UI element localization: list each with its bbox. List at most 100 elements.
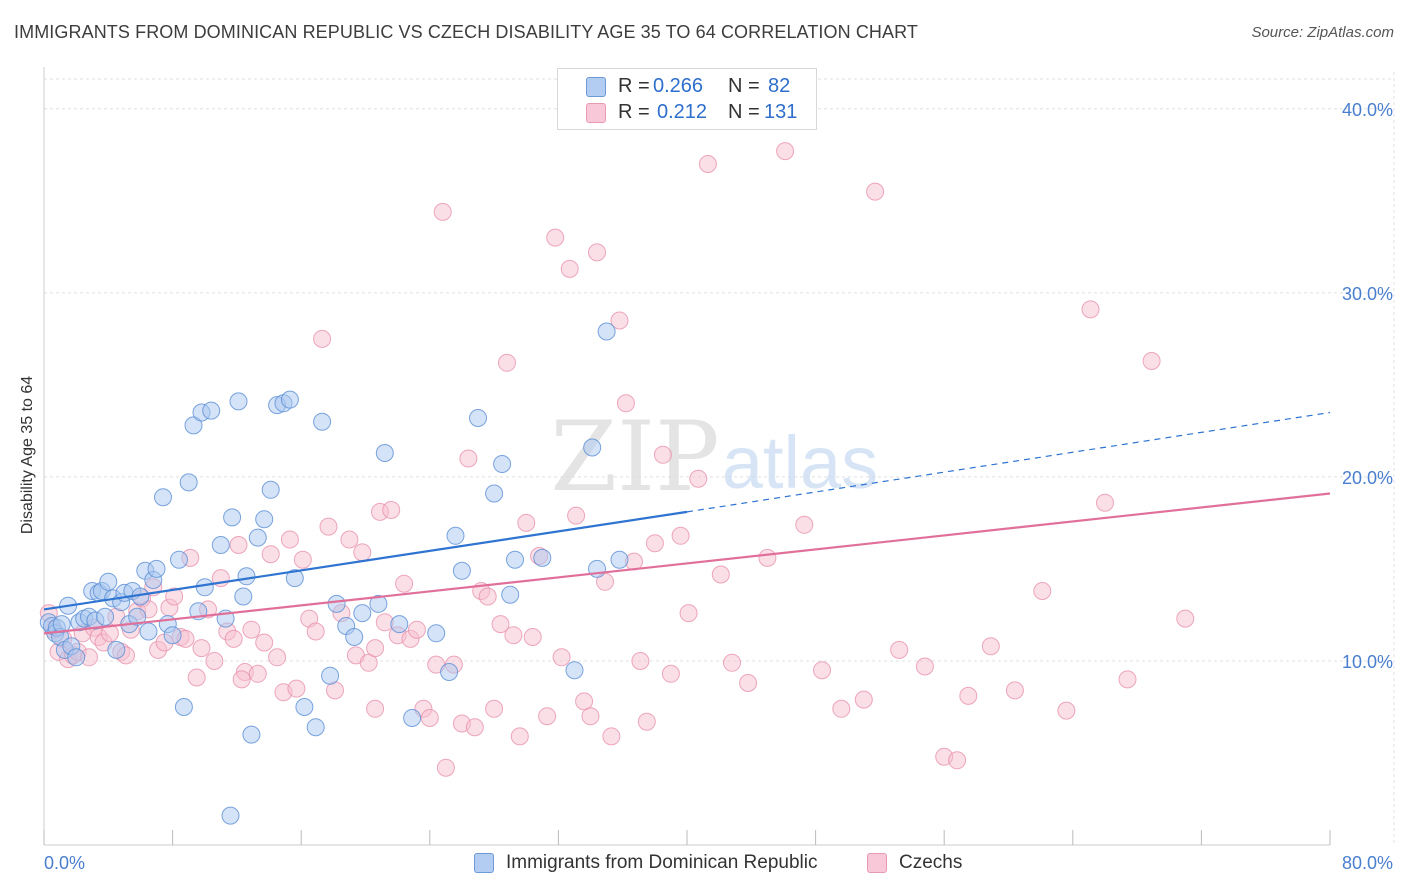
point-dominican bbox=[390, 615, 409, 634]
watermark: ZIP atlas bbox=[550, 401, 878, 513]
point-dominican bbox=[280, 390, 299, 409]
point-dominican bbox=[306, 718, 325, 737]
point-czech bbox=[661, 664, 680, 683]
stats-legend-row-blue: R = 0.266 N = 82 bbox=[558, 74, 816, 100]
series-legend: Immigrants from Dominican Republic Czech… bbox=[0, 852, 1406, 878]
point-czech bbox=[631, 652, 650, 670]
point-dominican bbox=[375, 444, 394, 462]
point-czech bbox=[546, 228, 565, 247]
point-dominican bbox=[452, 561, 471, 580]
point-dominican bbox=[313, 412, 332, 431]
point-czech bbox=[1005, 681, 1024, 700]
point-czech bbox=[280, 530, 299, 549]
point-dominican bbox=[184, 416, 203, 435]
point-dominican bbox=[242, 725, 261, 744]
point-dominican bbox=[403, 709, 422, 727]
point-czech bbox=[981, 637, 1000, 656]
point-dominican bbox=[96, 607, 115, 626]
point-dominican bbox=[446, 526, 465, 545]
point-czech bbox=[255, 633, 274, 652]
point-czech bbox=[465, 718, 484, 737]
point-czech bbox=[248, 664, 267, 683]
r-label: R = bbox=[618, 75, 650, 97]
point-czech bbox=[653, 445, 672, 464]
point-dominican bbox=[174, 698, 193, 716]
point-dominican bbox=[506, 550, 524, 569]
point-czech bbox=[229, 536, 248, 554]
x-tick-label-max: 80.0% bbox=[1342, 853, 1393, 873]
chart-title: IMMIGRANTS FROM DOMINICAN REPUBLIC VS CZ… bbox=[14, 22, 918, 42]
point-dominican bbox=[179, 473, 198, 492]
point-czech bbox=[637, 712, 656, 731]
pink-swatch bbox=[867, 853, 887, 873]
point-czech bbox=[671, 526, 690, 545]
point-czech bbox=[552, 648, 571, 667]
point-dominican bbox=[221, 806, 240, 825]
point-dominican bbox=[597, 322, 616, 341]
axes bbox=[43, 67, 1331, 846]
point-czech bbox=[567, 506, 586, 525]
point-czech bbox=[813, 661, 831, 680]
point-czech bbox=[366, 639, 385, 658]
point-dominican bbox=[67, 648, 86, 667]
point-dominican bbox=[99, 572, 118, 591]
x-tick-label-min: 0.0% bbox=[44, 853, 85, 873]
source-note: Source: ZipAtlas.com bbox=[1251, 24, 1394, 41]
point-czech bbox=[340, 530, 359, 549]
point-czech bbox=[645, 534, 664, 553]
blue-swatch bbox=[586, 77, 606, 97]
point-dominican bbox=[223, 508, 242, 527]
y-tick-label: 40.0% bbox=[1342, 100, 1393, 120]
point-dominican bbox=[345, 628, 364, 646]
point-dominican bbox=[295, 698, 314, 716]
point-czech bbox=[1096, 493, 1114, 512]
r-label: R = bbox=[618, 101, 650, 123]
point-dominican bbox=[261, 480, 280, 499]
point-dominican bbox=[139, 622, 158, 641]
point-czech bbox=[832, 699, 851, 718]
point-czech bbox=[366, 699, 385, 718]
point-czech bbox=[679, 604, 698, 623]
tick-labels: 10.0% 20.0% 30.0% 40.0% 0.0% 80.0% bbox=[44, 100, 1393, 873]
point-czech bbox=[436, 758, 455, 777]
point-dominican bbox=[285, 569, 304, 588]
point-czech bbox=[491, 615, 510, 634]
watermark-atlas: atlas bbox=[722, 421, 878, 504]
point-dominican bbox=[493, 455, 512, 473]
point-dominican bbox=[485, 484, 504, 503]
point-dominican bbox=[229, 392, 248, 411]
point-czech bbox=[758, 548, 777, 567]
point-czech bbox=[165, 587, 184, 606]
point-czech bbox=[353, 543, 372, 562]
stats-legend-row-pink: R = 0.212 N = 131 bbox=[558, 100, 816, 126]
n-value: 82 bbox=[768, 75, 791, 97]
point-czech bbox=[1176, 609, 1195, 628]
watermark-zip: ZIP bbox=[550, 401, 719, 513]
trend-lines bbox=[43, 411, 1331, 635]
trend-line-czech bbox=[43, 492, 1331, 635]
legend-label: Czechs bbox=[899, 852, 963, 873]
point-czech bbox=[560, 259, 579, 278]
point-dominican bbox=[234, 587, 253, 606]
point-czech bbox=[242, 620, 261, 639]
point-dominican bbox=[202, 401, 221, 420]
point-dominican bbox=[195, 578, 214, 597]
stats-legend: R = 0.266 N = 82 R = 0.212 N = 131 bbox=[557, 68, 817, 130]
legend-item-dominican[interactable]: Immigrants from Dominican Republic bbox=[474, 852, 818, 874]
point-dominican bbox=[107, 640, 126, 659]
point-czech bbox=[698, 155, 717, 173]
point-dominican bbox=[163, 626, 182, 645]
point-czech bbox=[382, 501, 401, 519]
point-dominican bbox=[327, 594, 346, 613]
point-czech bbox=[517, 513, 536, 532]
point-czech bbox=[420, 709, 439, 727]
point-dominican bbox=[128, 607, 147, 626]
point-dominican bbox=[255, 510, 274, 529]
point-czech bbox=[395, 574, 414, 593]
point-czech bbox=[602, 727, 621, 746]
point-dominican bbox=[154, 488, 172, 507]
point-czech bbox=[776, 142, 795, 161]
legend-item-czechs[interactable]: Czechs bbox=[867, 852, 962, 874]
point-dominican bbox=[147, 559, 166, 578]
point-dominican bbox=[353, 604, 372, 623]
